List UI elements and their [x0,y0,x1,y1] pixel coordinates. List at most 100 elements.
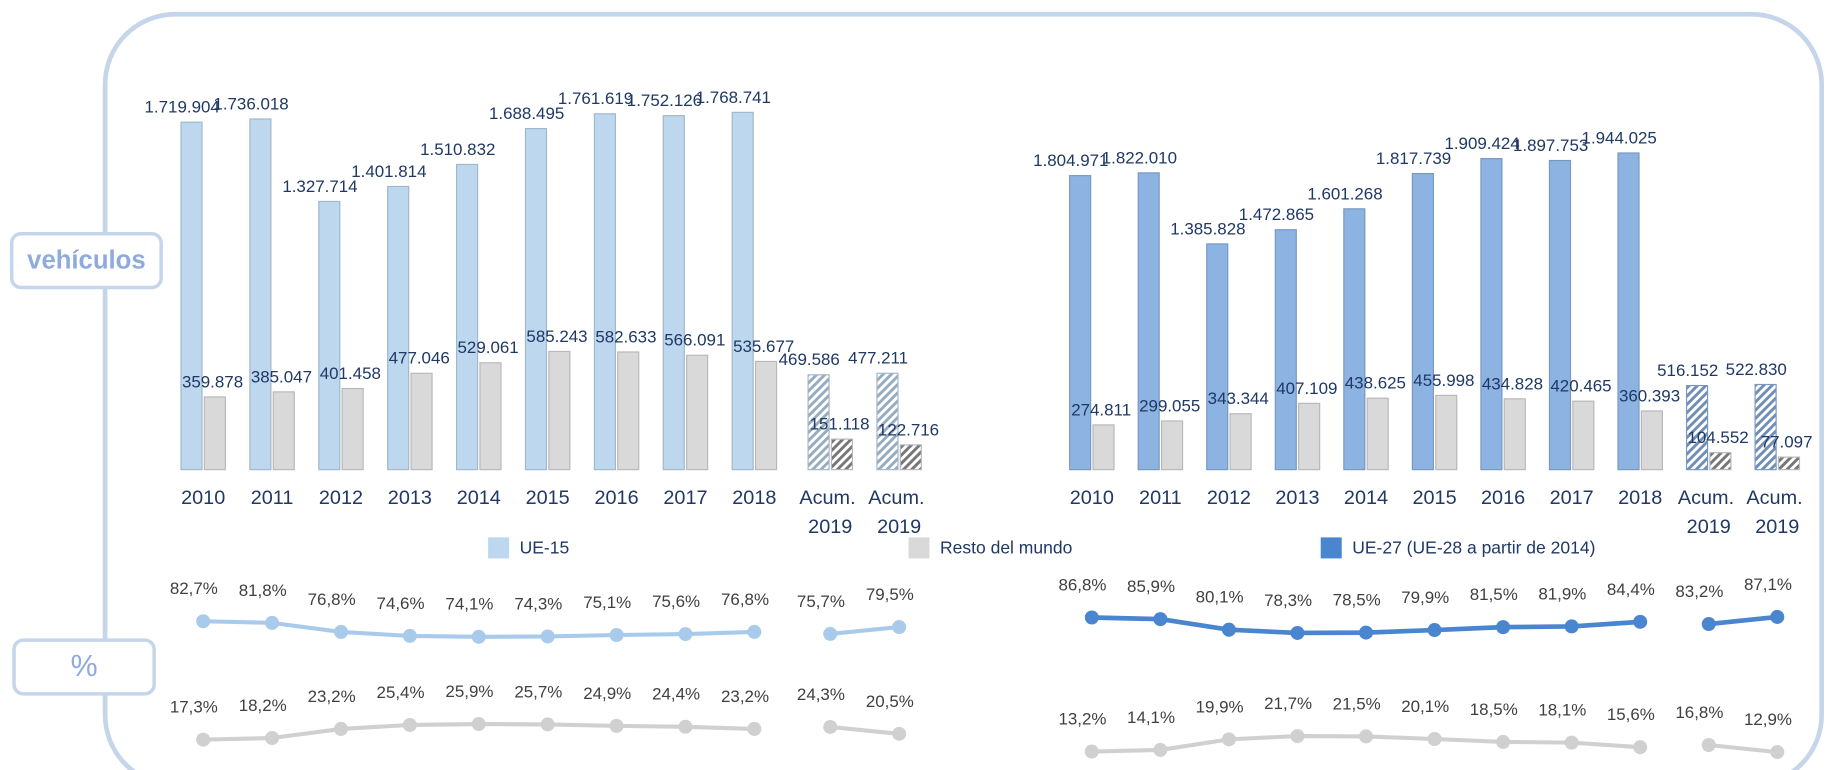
bar [1137,172,1160,471]
point [402,628,417,643]
data-label: 83,2% [1675,582,1723,601]
data-label: 81,8% [239,581,287,600]
data-label: 25,4% [377,683,425,702]
point [402,717,417,732]
bar [249,118,272,471]
data-label: 25,9% [445,682,493,701]
point [1084,744,1099,759]
data-label: 76,8% [308,590,356,609]
data-label: 24,4% [652,685,700,704]
bar [1617,152,1640,471]
bar [387,185,410,471]
x-tick-label: 2017 [1550,487,1594,509]
point [471,629,486,644]
data-label: 1.897.753 [1513,136,1588,155]
point [1359,625,1374,640]
data-label: 585.243 [526,327,587,346]
x-tick-label: Acum. 2019 [1746,487,1808,538]
bar [410,372,433,471]
x-tick-label: 2018 [1618,487,1662,509]
x-tick-label: 2010 [181,487,225,509]
bar [524,127,548,471]
line [1708,742,1778,755]
data-label: 20,1% [1401,697,1449,716]
point [1564,619,1579,634]
point [1564,735,1579,750]
point [1153,612,1168,627]
data-label: 522.830 [1726,360,1787,379]
bar [203,396,226,471]
data-label: 122.716 [878,420,939,439]
data-label: 75,7% [797,592,845,611]
bar [1435,394,1458,471]
bar [1548,159,1572,471]
bar [1640,410,1663,471]
point [1701,737,1716,753]
point [1427,731,1442,746]
x-tick-label: 2012 [1207,487,1251,509]
data-label: 1.817.739 [1376,149,1451,168]
point [1633,614,1648,629]
legend-swatch [488,537,510,559]
point [609,718,624,733]
point [823,626,838,641]
data-label: 1.736.018 [213,94,288,113]
data-label: 74,3% [514,594,562,613]
data-label: 21,7% [1264,694,1312,713]
point [265,615,280,630]
x-tick-label: 2016 [1481,487,1525,509]
data-label: 74,1% [445,595,493,614]
point [747,624,762,639]
data-label: 14,1% [1127,708,1175,727]
data-label: 455.998 [1413,371,1474,390]
data-label: 1.768.741 [696,88,771,107]
data-label: 85,9% [1127,577,1175,596]
point [1084,610,1099,625]
data-label: 151.118 [810,415,870,434]
bar [1480,158,1503,471]
data-label: 81,9% [1538,584,1586,603]
bar [479,362,502,471]
point [1633,740,1648,755]
bar [1069,175,1092,471]
point [1496,620,1511,635]
data-label: 516.152 [1657,361,1718,380]
data-label: 75,1% [583,593,631,612]
data-label: 1.601.268 [1307,184,1382,203]
data-label: 385.047 [251,367,312,386]
data-label: 18,1% [1538,701,1586,720]
data-label: 274.811 [1071,400,1131,419]
data-label: 19,9% [1196,697,1244,716]
line [830,625,900,636]
data-label: 15,6% [1607,705,1655,724]
x-tick-label: 2011 [1139,487,1182,509]
data-label: 1.944.025 [1582,128,1657,147]
data-label: 18,2% [239,696,287,715]
x-tick-label: 2011 [251,487,294,509]
point [540,717,555,732]
bar [1206,243,1229,471]
data-label: 566.091 [664,331,725,350]
data-label: 1.510.832 [420,140,495,159]
bar [1685,384,1709,471]
data-label: 79,9% [1401,588,1449,607]
bar [662,115,685,471]
x-tick-label: 2016 [594,487,638,509]
x-tick-label: 2014 [1344,487,1388,509]
data-label: 21,5% [1333,694,1381,713]
point [678,627,693,642]
legend-label: Resto del mundo [940,538,1072,558]
point [609,627,624,643]
point [747,721,762,736]
data-label: 407.109 [1276,379,1337,398]
point [196,732,211,747]
bar [548,350,571,471]
bar [1092,424,1115,471]
bar [593,113,616,471]
point [1221,622,1236,637]
point [1496,734,1511,749]
bar [1274,229,1297,471]
x-tick-label: Acum. 2019 [868,487,930,538]
x-tick-label: Acum. 2019 [799,487,861,538]
